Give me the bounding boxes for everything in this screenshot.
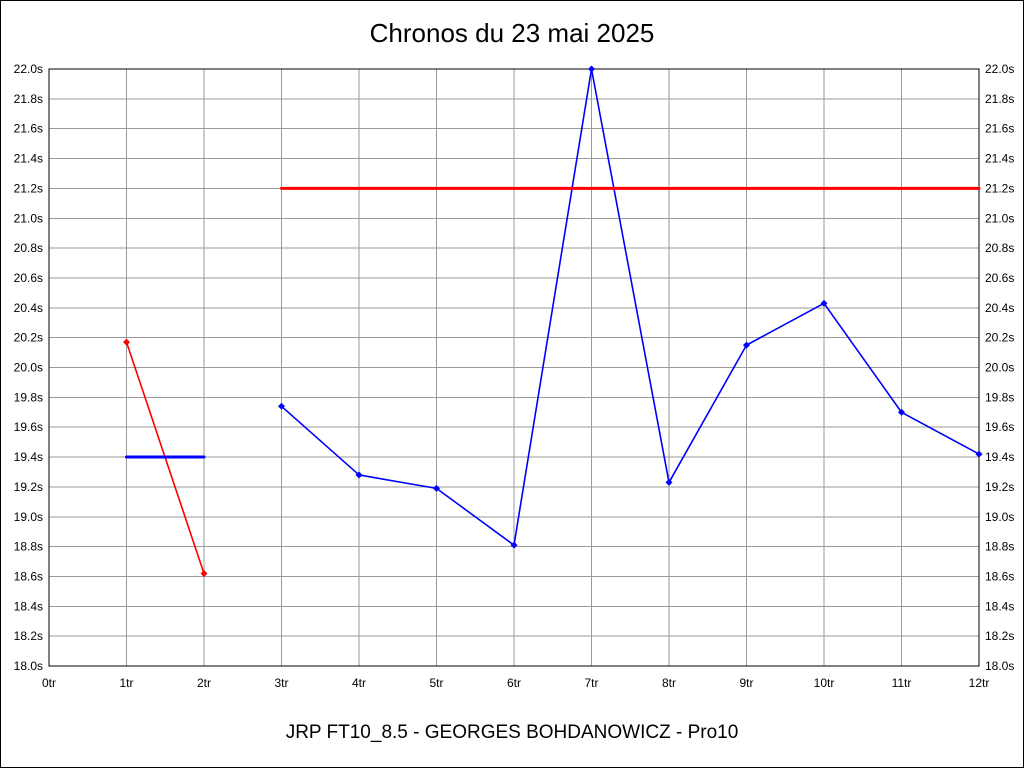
y-tick-label-right: 19.6s bbox=[985, 420, 1014, 434]
y-tick-label-right: 18.8s bbox=[985, 540, 1014, 554]
data-point-lap-times-run2 bbox=[278, 402, 285, 410]
data-point-lap-times-run2 bbox=[355, 471, 363, 479]
y-tick-label-left: 21.4s bbox=[14, 152, 43, 166]
x-tick-label: 1tr bbox=[119, 676, 133, 690]
data-point-lap-times-run2 bbox=[510, 541, 518, 549]
y-tick-label-left: 18.0s bbox=[14, 659, 43, 673]
x-tick-label: 0tr bbox=[42, 676, 56, 690]
y-tick-label-left: 21.6s bbox=[14, 122, 43, 136]
x-tick-label: 7tr bbox=[584, 676, 598, 690]
y-tick-label-right: 21.0s bbox=[985, 211, 1014, 225]
y-tick-label-right: 20.0s bbox=[985, 361, 1014, 375]
y-tick-label-right: 18.2s bbox=[985, 629, 1014, 643]
series-lap-times-run2 bbox=[280, 68, 980, 546]
data-point-lap-times-run2 bbox=[588, 65, 595, 73]
y-tick-label-right: 20.8s bbox=[985, 241, 1014, 255]
x-tick-label: 10tr bbox=[814, 676, 835, 690]
y-tick-label-right: 21.4s bbox=[985, 152, 1014, 166]
y-tick-label-right: 22.0s bbox=[985, 62, 1014, 76]
y-tick-label-left: 18.2s bbox=[14, 629, 43, 643]
x-tick-label: 6tr bbox=[507, 676, 521, 690]
x-tick-label: 11tr bbox=[892, 676, 912, 690]
x-tick-label: 8tr bbox=[662, 676, 676, 690]
data-point-lap-times-run1 bbox=[200, 569, 208, 577]
y-tick-label-right: 20.6s bbox=[985, 271, 1014, 285]
data-point-lap-times-run2 bbox=[665, 478, 673, 486]
y-tick-label-left: 19.0s bbox=[14, 510, 43, 524]
y-tick-label-left: 20.0s bbox=[14, 361, 43, 375]
y-tick-label-left: 19.4s bbox=[14, 450, 43, 464]
chart-footer: JRP FT10_8.5 - GEORGES BOHDANOWICZ - Pro… bbox=[285, 722, 739, 743]
data-point-lap-times-run2 bbox=[820, 299, 828, 307]
data-point-lap-times-run1 bbox=[123, 338, 130, 346]
chart-title: Chronos du 23 mai 2025 bbox=[369, 18, 655, 48]
x-tick-label: 12tr bbox=[969, 676, 990, 690]
y-tick-label-right: 18.0s bbox=[985, 659, 1014, 673]
y-tick-label-right: 19.4s bbox=[985, 450, 1014, 464]
y-tick-label-left: 20.4s bbox=[14, 301, 43, 315]
data-point-lap-times-run2 bbox=[433, 484, 440, 492]
y-tick-label-left: 18.6s bbox=[14, 569, 43, 583]
data-point-lap-times-run2 bbox=[975, 450, 983, 458]
x-tick-label: 3tr bbox=[274, 676, 288, 690]
y-tick-label-right: 21.2s bbox=[985, 181, 1014, 195]
data-point-lap-times-run2 bbox=[898, 408, 905, 416]
y-tick-label-right: 19.2s bbox=[985, 480, 1014, 494]
y-tick-label-left: 19.8s bbox=[14, 390, 43, 404]
y-tick-label-left: 20.8s bbox=[14, 241, 43, 255]
y-tick-label-left: 21.0s bbox=[14, 211, 43, 225]
data-point-lap-times-run2 bbox=[743, 341, 750, 349]
y-tick-label-right: 21.8s bbox=[985, 92, 1014, 106]
x-tick-label: 4tr bbox=[352, 676, 366, 690]
y-tick-label-right: 19.0s bbox=[985, 510, 1014, 524]
y-tick-label-left: 21.2s bbox=[14, 181, 43, 195]
y-tick-label-right: 20.2s bbox=[985, 331, 1014, 345]
y-tick-label-right: 19.8s bbox=[985, 390, 1014, 404]
plot-frame bbox=[48, 68, 980, 667]
y-tick-label-left: 22.0s bbox=[14, 62, 43, 76]
y-tick-label-left: 19.6s bbox=[14, 420, 43, 434]
y-tick-label-left: 20.6s bbox=[14, 271, 43, 285]
y-tick-label-right: 21.6s bbox=[985, 122, 1014, 136]
x-tick-label: 9tr bbox=[739, 676, 753, 690]
y-tick-label-right: 18.4s bbox=[985, 599, 1014, 613]
y-tick-label-right: 18.6s bbox=[985, 569, 1014, 583]
y-tick-label-left: 20.2s bbox=[14, 331, 43, 345]
y-tick-label-left: 19.2s bbox=[14, 480, 43, 494]
y-tick-label-left: 18.8s bbox=[14, 540, 43, 554]
y-tick-label-right: 20.4s bbox=[985, 301, 1014, 315]
x-tick-label: 2tr bbox=[197, 676, 211, 690]
x-tick-label: 5tr bbox=[429, 676, 443, 690]
y-tick-label-left: 21.8s bbox=[14, 92, 43, 106]
y-tick-label-left: 18.4s bbox=[14, 599, 43, 613]
